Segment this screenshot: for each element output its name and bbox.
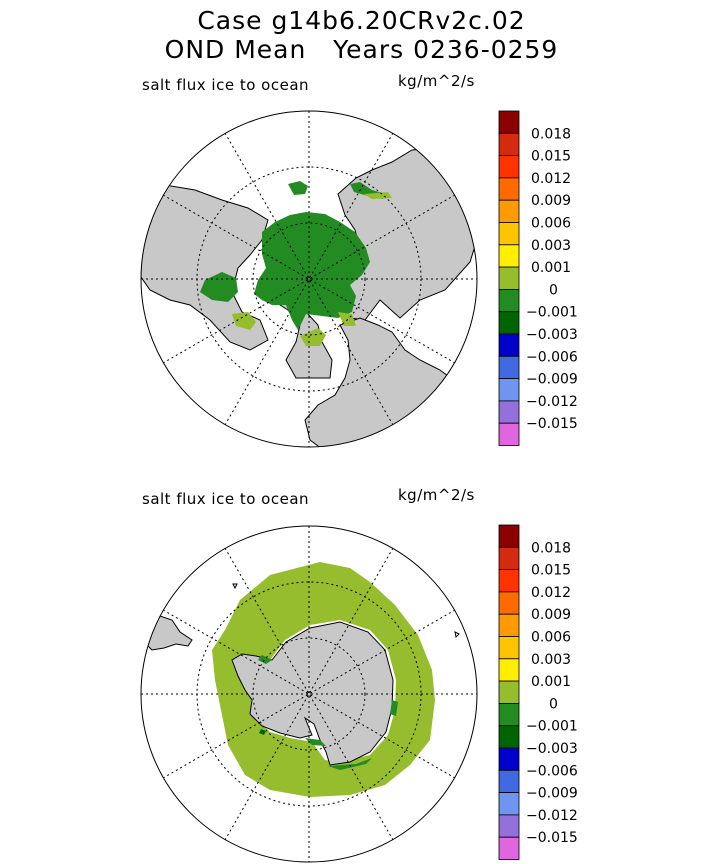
south-coastal-ice-ross [305,738,326,746]
south-colorbar-label: 0.009 [531,607,571,623]
south-colorbar-swatch [498,591,520,615]
south-colorbar-label: 0.003 [531,652,571,668]
south-coastal-ice-east [328,758,372,770]
south-colorbar-swatch [498,613,520,637]
period-title: OND Mean Years 0236-0259 [164,35,559,64]
south-colorbar-label: −0.006 [526,763,578,779]
south-sea-ice-ring [212,562,435,797]
north-sea-ice-east [288,181,308,195]
north-colorbar-label: −0.015 [526,416,578,432]
south-colorbar: 0.018 0.015 0.012 0.009 0.006 0.003 0.001 0 −0.0… [498,524,578,860]
south-colorbar-label: 0.001 [531,674,571,690]
north-colorbar-swatch [498,222,520,246]
north-colorbar-swatch [498,132,520,157]
south-units-label: kg/m^2/s [398,486,475,504]
south-colorbar-label: 0.006 [531,630,571,646]
north-ice-edge-greenland [300,328,326,346]
south-colorbar-label: −0.012 [526,808,578,824]
south-colorbar-swatch [498,792,520,816]
north-colorbar-label: −0.006 [526,349,578,365]
south-colorbar-swatch [498,658,520,682]
north-ice-edge-barents [338,312,356,326]
south-colorbar-swatch [498,814,520,838]
south-colorbar-label: 0.018 [531,540,571,556]
south-colorbar-label: 0 [549,696,558,712]
south-colorbar-swatch [498,725,520,749]
north-colorbar-label: −0.012 [526,394,578,410]
north-units-label: kg/m^2/s [398,72,475,90]
south-colorbar-swatch [498,569,520,593]
north-colorbar-label: 0.006 [531,216,571,232]
north-colorbar-swatch [498,155,520,179]
south-colorbar-swatch [498,680,520,704]
north-colorbar-label: 0.001 [531,260,571,276]
south-colorbar-label: −0.001 [526,719,578,735]
south-colorbar-label: −0.003 [526,741,578,757]
north-land-north-america [141,184,269,351]
north-sea-ice-hudson [200,272,238,302]
north-colorbar-label: 0.015 [531,149,571,165]
north-colorbar-swatch [498,199,520,223]
south-colorbar-label: −0.015 [526,830,578,846]
north-colorbar-swatch [498,177,520,201]
south-polar-map [140,525,478,863]
north-polar-map [140,110,478,448]
north-colorbar-swatch [498,378,520,402]
south-colorbar-swatch [498,703,520,727]
north-variable-label: salt flux ice to ocean [142,76,310,94]
south-coastal-ice-weddell [259,729,266,735]
north-colorbar-label: −0.001 [526,305,578,321]
south-land-kerguelen [454,631,460,639]
south-coastal-ice-amery [390,700,398,716]
south-colorbar-label: −0.009 [526,786,578,802]
south-land-island [232,583,238,590]
south-colorbar-label: 0.015 [531,563,571,579]
north-colorbar-swatch [498,355,520,379]
north-colorbar-label: −0.009 [526,372,578,388]
south-colorbar-swatch [498,524,520,548]
north-colorbar-swatch [498,333,520,357]
north-sea-ice-arctic [254,212,370,330]
south-variable-label: salt flux ice to ocean [142,490,310,508]
north-colorbar-swatch [498,110,520,134]
north-ice-edge-labrador [232,312,256,330]
north-colorbar-swatch [498,311,520,335]
south-colorbar-swatch [498,636,520,660]
north-colorbar-swatch [498,288,520,313]
north-colorbar: 0.018 0.015 0.012 0.009 0.006 0.003 0.001 0 −0.0… [498,110,578,446]
north-colorbar-swatch [498,422,520,446]
north-colorbar-label: −0.003 [526,327,578,343]
north-colorbar-label: 0.012 [531,171,571,187]
north-colorbar-swatch [498,266,520,290]
north-colorbar-label: 0 [549,282,558,298]
north-colorbar-swatch [498,400,520,424]
north-colorbar-swatch [498,244,520,268]
north-colorbar-label: 0.003 [531,238,571,254]
south-colorbar-swatch [498,546,520,570]
south-coastal-ice-west [258,655,272,664]
south-colorbar-swatch [498,769,520,793]
south-colorbar-swatch [498,747,520,771]
south-colorbar-swatch [498,836,520,860]
north-colorbar-label: 0.018 [531,126,571,142]
south-colorbar-label: 0.012 [531,585,571,601]
case-title: Case g14b6.20CRv2c.02 [197,6,526,35]
north-colorbar-label: 0.009 [531,193,571,209]
